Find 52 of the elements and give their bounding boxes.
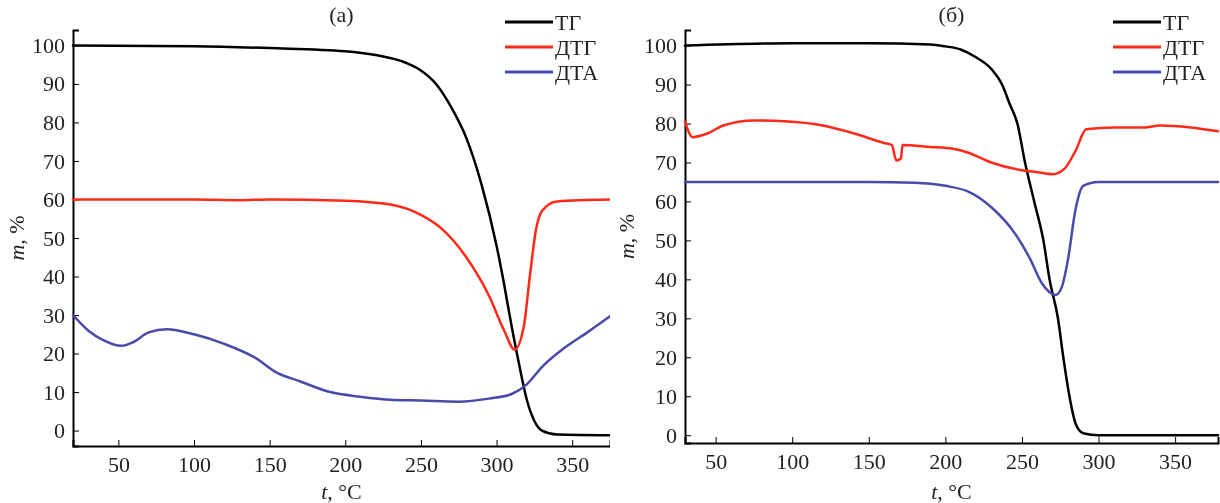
- y-tick-label: 70: [43, 148, 65, 174]
- x-tick-label: 50: [705, 448, 728, 474]
- y-tick-label: 80: [43, 109, 65, 135]
- x-tick-label: 350: [1159, 448, 1193, 474]
- x-tick-label: 100: [776, 448, 810, 474]
- line-series: [683, 180, 1220, 297]
- y-tick-label: 20: [43, 341, 65, 367]
- y-tick-label: 100: [32, 32, 65, 58]
- x-tick-label: 300: [1082, 448, 1116, 474]
- legend-label: ДТГ: [555, 35, 597, 60]
- y-tick-label: 60: [43, 187, 65, 213]
- legend-label: ДТА: [1163, 60, 1207, 85]
- y-tick-label: 10: [655, 383, 677, 409]
- y-tick-label: 80: [655, 111, 677, 137]
- x-tick-label: 100: [178, 451, 212, 477]
- y-tick-label: 40: [655, 266, 677, 292]
- x-tick-label: 50: [107, 451, 130, 477]
- y-tick-label: 0: [54, 418, 65, 444]
- y-tick-label: 40: [43, 264, 65, 290]
- x-axis-title: t, °C: [931, 479, 972, 503]
- y-tick-label: 100: [644, 33, 677, 59]
- x-tick-label: 250: [1005, 448, 1039, 474]
- y-axis-title: m, %: [614, 213, 639, 260]
- x-tick-label: 350: [556, 451, 590, 477]
- y-tick-label: 10: [43, 379, 65, 405]
- y-tick-label: 90: [655, 72, 677, 98]
- y-tick-label: 70: [655, 150, 677, 176]
- y-tick-label: 50: [655, 227, 677, 253]
- line-series: [71, 198, 610, 351]
- chart-title: (б): [938, 2, 965, 27]
- x-tick-label: 150: [253, 451, 287, 477]
- y-tick-label: 0: [666, 422, 677, 448]
- x-tick-label: 200: [929, 448, 963, 474]
- y-tick-label: 60: [655, 188, 677, 214]
- line-series: [683, 119, 1220, 176]
- x-axis-title: t, °C: [321, 479, 362, 503]
- legend-label: ТГ: [555, 10, 582, 35]
- y-tick-label: 50: [43, 225, 65, 251]
- legend-label: ДТА: [555, 60, 599, 85]
- legend-label: ТГ: [1163, 10, 1190, 35]
- x-tick-label: 250: [404, 451, 438, 477]
- y-tick-label: 90: [43, 71, 65, 97]
- x-tick-label: 150: [852, 448, 886, 474]
- y-axis-title: m, %: [4, 215, 29, 261]
- chart-title: (a): [329, 2, 354, 27]
- x-tick-label: 200: [329, 451, 363, 477]
- line-series: [71, 313, 610, 403]
- y-tick-label: 30: [43, 302, 65, 328]
- y-tick-label: 20: [655, 344, 677, 370]
- legend-label: ДТГ: [1163, 35, 1205, 60]
- y-tick-label: 30: [655, 305, 677, 331]
- x-tick-label: 300: [480, 451, 514, 477]
